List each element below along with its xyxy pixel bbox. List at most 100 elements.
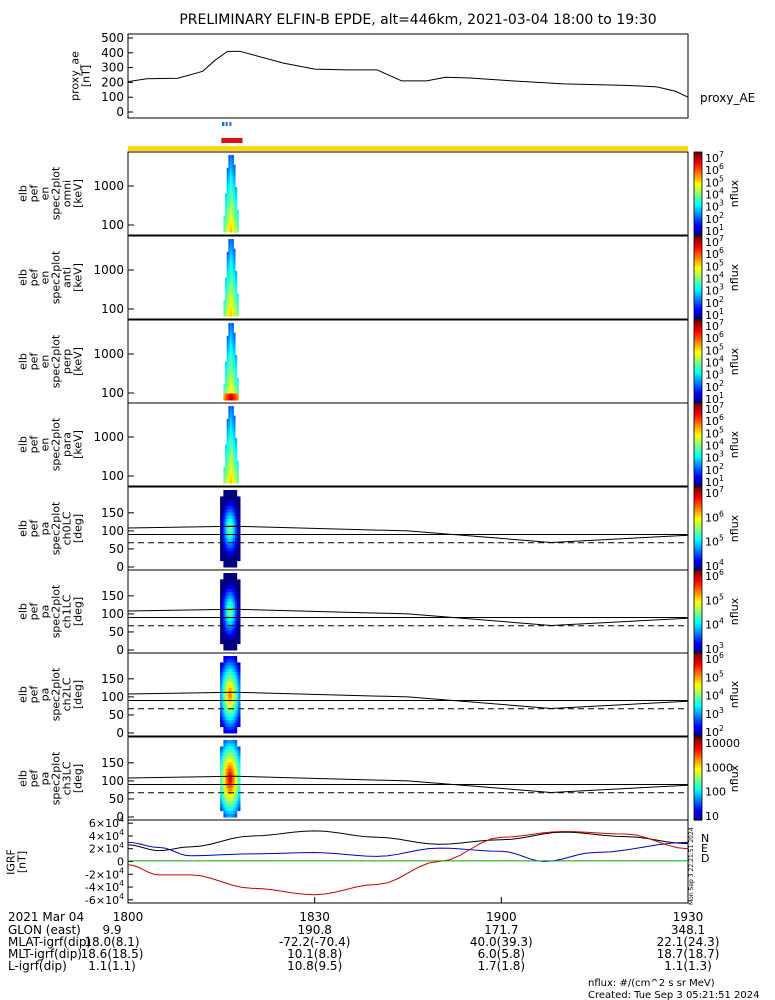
spectrogram-cell [225, 697, 228, 702]
spectrogram-cell [225, 557, 228, 562]
spectrogram-cell [235, 364, 238, 369]
spectrogram-cell [223, 390, 226, 395]
spectrogram-cell [231, 215, 234, 220]
spectrogram-cell [228, 694, 231, 699]
colorbar-tick-label-exp: 1 [719, 391, 724, 400]
colorbar-step [694, 187, 702, 190]
spectrogram-cell [226, 361, 229, 366]
colorbar-step [694, 465, 702, 468]
spectrogram-cell [221, 804, 224, 808]
spectrogram-cell [230, 329, 233, 334]
spectrogram-cell [221, 759, 224, 763]
colorbar-step [694, 702, 702, 706]
spectrogram-cell [233, 749, 236, 754]
spectrogram-cell [226, 209, 229, 214]
spectrogram-cell [236, 460, 239, 465]
spectrogram-cell [231, 515, 234, 520]
colorbar-step [694, 491, 702, 494]
spectrogram-cell [236, 723, 239, 728]
spectrogram-cell [228, 355, 231, 359]
spectrogram-cell [228, 367, 231, 372]
spectrogram-cell [231, 534, 234, 539]
colorbar-step [694, 413, 702, 417]
spectrogram-cell [226, 293, 229, 298]
spectrogram-cell [231, 493, 234, 497]
spectrogram-cell [233, 662, 236, 667]
colorbar-tick-label: 104 [705, 558, 724, 573]
spectrogram-cell [225, 522, 228, 526]
colorbar-step [694, 201, 702, 205]
spectrogram-cell [230, 807, 233, 812]
spectrogram-cell [225, 781, 228, 786]
spectrogram-cell [235, 312, 238, 317]
spectrogram-cell [233, 377, 236, 382]
spectrogram-cell [231, 431, 234, 436]
spectrogram-cell [226, 438, 229, 442]
spectrogram-cell [230, 239, 233, 243]
spectrogram-cell [230, 418, 233, 423]
spectrogram-cell [230, 425, 233, 429]
spectrogram-cell [226, 261, 229, 266]
colorbar-step [694, 373, 702, 377]
spectrogram-cell [235, 710, 238, 715]
spectrogram-cell [223, 791, 226, 796]
spectrogram-cell [235, 380, 238, 385]
spectrogram-cell [235, 794, 238, 799]
spectrogram-cell [223, 528, 226, 533]
spectrogram-cell [220, 678, 223, 683]
spectrogram-cell [235, 473, 238, 478]
panel-frame [127, 235, 689, 320]
spectrogram-cell [223, 598, 226, 603]
spectrogram-cell [235, 309, 238, 314]
spectrogram-cell [226, 759, 229, 763]
spectrogram-cell [238, 589, 241, 593]
colorbar-step [694, 753, 702, 757]
colorbar-step [694, 277, 702, 281]
spectrogram-cell [226, 180, 229, 185]
colorbar-tick-label-exp: 7 [719, 150, 724, 159]
spectrogram-cell [233, 209, 236, 214]
spectrogram-cell [228, 380, 231, 385]
spectrogram-cell [235, 371, 238, 375]
spectrogram-cell [231, 277, 234, 282]
spectrogram-cell [236, 775, 239, 779]
spectrogram-cell [233, 550, 236, 555]
spectrogram-cell [226, 380, 229, 385]
colorbar-step [694, 346, 702, 350]
spectrogram-cell [228, 617, 231, 622]
spectrogram-cell [233, 621, 236, 625]
spectrogram-cell [226, 573, 229, 577]
spectrogram-cell [230, 299, 233, 304]
panel-ylabel-line: pef [28, 268, 41, 287]
colorbar-step [694, 782, 702, 786]
spectrogram-cell [235, 633, 238, 638]
colorbar-step [694, 376, 702, 379]
spectrogram-cell [236, 557, 239, 562]
spectrogram-cell [233, 371, 236, 375]
spectrogram-cell [231, 299, 234, 304]
spectrogram-cell [225, 550, 228, 555]
spectrogram-cell [233, 640, 236, 645]
spectrogram-cell [225, 617, 228, 622]
spectrogram-cell [233, 434, 236, 439]
spectrogram-cell [228, 611, 231, 616]
colorbar-tick-label: 103 [705, 706, 724, 721]
spectrogram-cell [233, 534, 236, 539]
spectrogram-cell [231, 726, 234, 731]
spectrogram-cell [228, 509, 231, 513]
spectrogram-cell [233, 576, 236, 580]
colorbar-step [694, 326, 702, 329]
spectrogram-cell [226, 630, 229, 635]
colorbar-tick-label-exp: 2 [719, 295, 724, 304]
spectrogram-cell [231, 601, 234, 606]
spectrogram-cell [233, 496, 236, 501]
x-row-value: 190.8 [297, 923, 331, 937]
colorbar-step [694, 626, 702, 629]
colorbar-tick-label-exp: 6 [719, 162, 724, 171]
spectrogram-cell [220, 781, 223, 786]
spectrogram-cell [225, 765, 228, 770]
colorbar-tick-label-exp: 4 [719, 688, 724, 697]
panel-frame [127, 151, 689, 236]
colorbar-step [694, 677, 702, 681]
colorbar-step [694, 361, 702, 365]
